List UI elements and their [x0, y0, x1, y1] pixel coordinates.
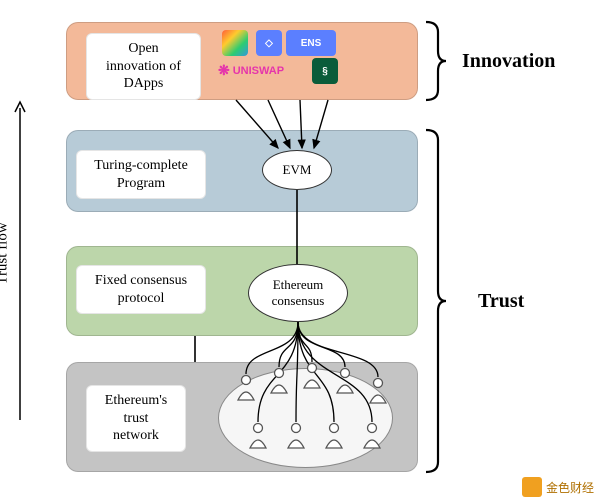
dapp-icon-ens: ENS [286, 30, 336, 56]
watermark: 金色财经 [522, 477, 594, 497]
watermark-icon [522, 477, 542, 497]
ellipse-consensus_node: Ethereumconsensus [248, 264, 348, 322]
side-label-innovation: Innovation [462, 50, 555, 73]
dapp-icon-green: § [312, 58, 338, 84]
layer-label-consensus: Fixed consensusprotocol [76, 265, 206, 314]
layer-label-trustnet: Ethereum'strustnetwork [86, 385, 186, 452]
dapp-icon-diamond: ◇ [256, 30, 282, 56]
uniswap-text: UNISWAP [233, 65, 284, 77]
ellipse-network_node [218, 368, 393, 468]
dapp-icon-rainbow [222, 30, 248, 56]
ellipse-evm_node: EVM [262, 150, 332, 190]
trust-flow-label: Trust flow [0, 222, 12, 284]
trust-flow-axis [10, 100, 30, 420]
layer-label-innovation: Openinnovation ofDApps [86, 33, 201, 100]
layer-label-evm: Turing-completeProgram [76, 150, 206, 199]
dapp-icon-uniswap: ❋UNISWAP [218, 62, 284, 79]
side-label-trust: Trust [478, 290, 524, 313]
watermark-text: 金色财经 [546, 479, 594, 496]
